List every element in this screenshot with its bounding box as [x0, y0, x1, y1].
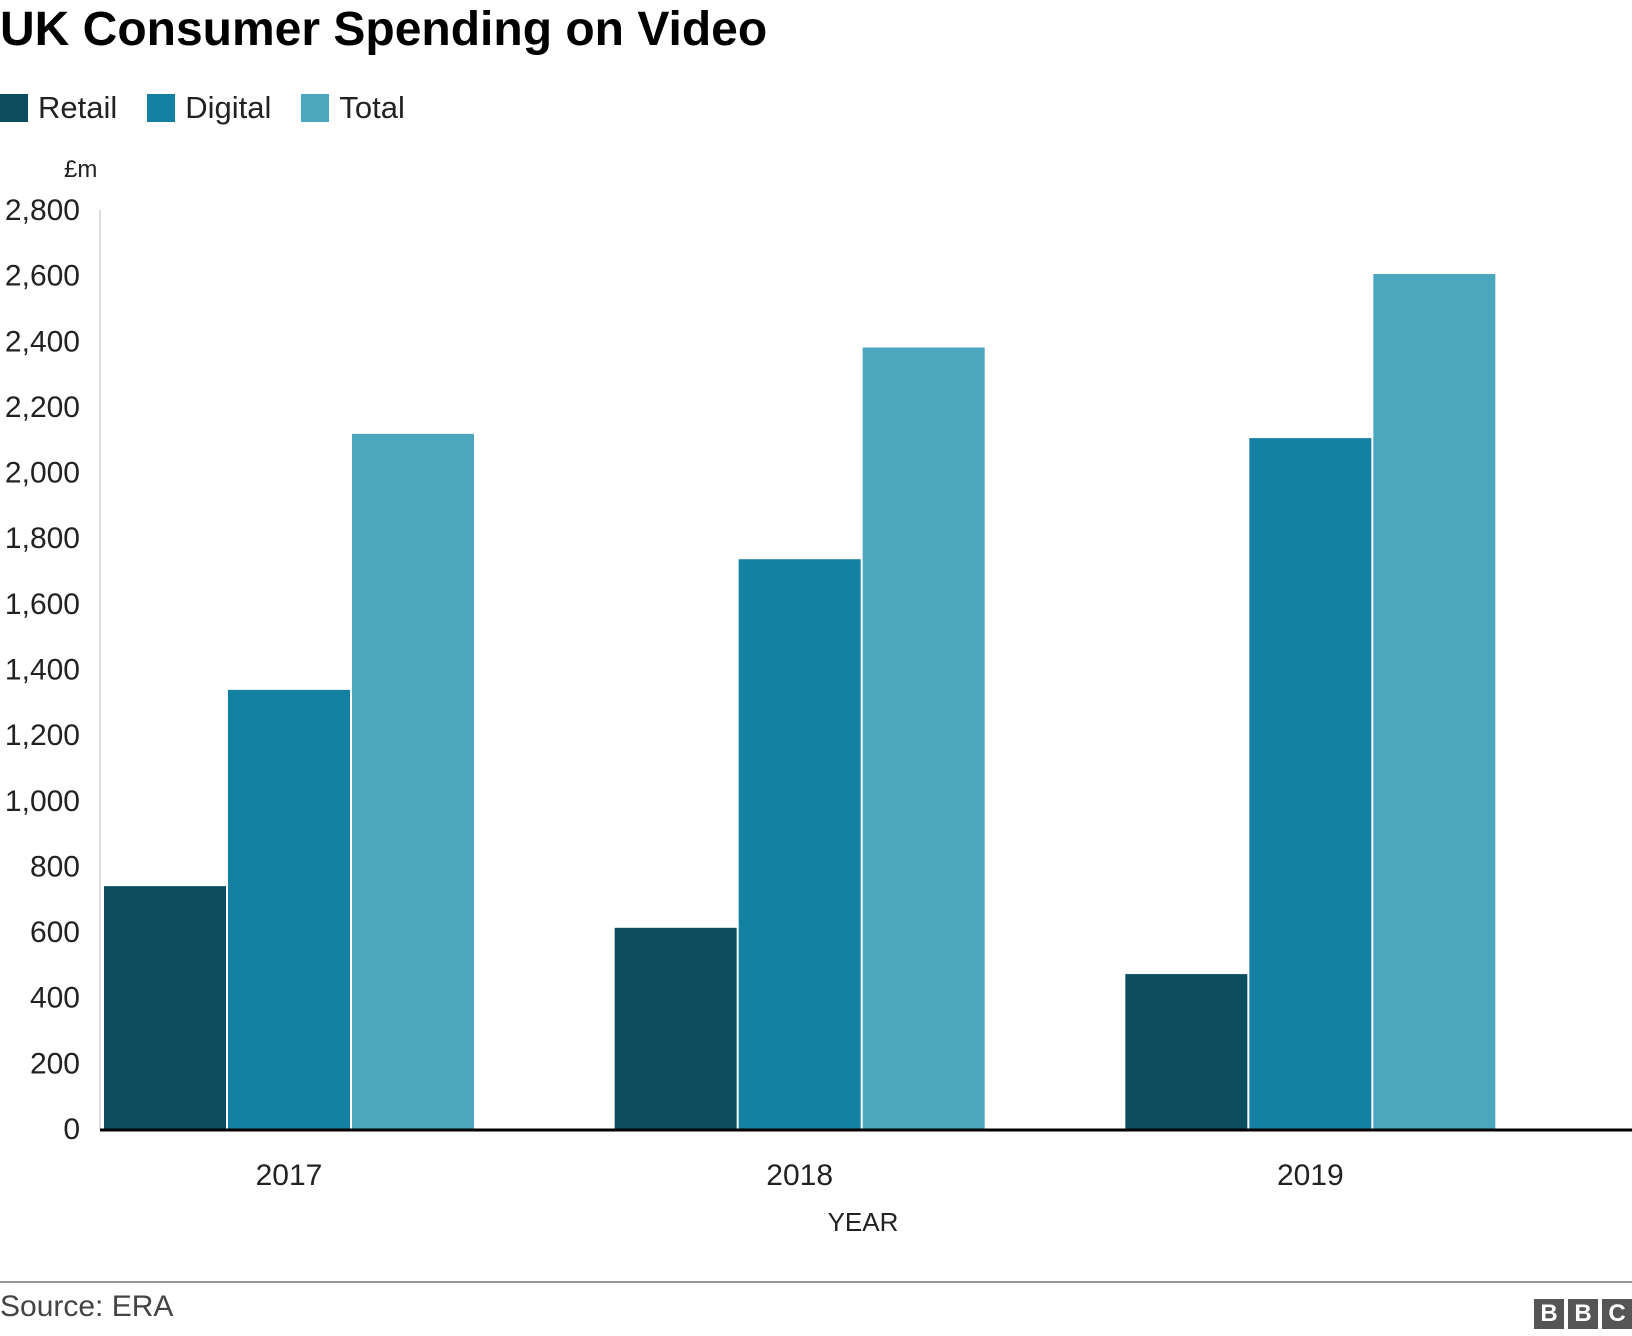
y-tick-label: 0 [63, 1113, 80, 1146]
y-axis-unit-label: £m [64, 156, 97, 183]
legend-swatch-total [301, 94, 330, 122]
legend-item-retail: Retail [0, 90, 117, 126]
legend-label-retail: Retail [38, 90, 118, 125]
y-tick-label: 2,800 [5, 194, 80, 227]
legend-label-total: Total [339, 90, 405, 125]
bar-chart: £m 0 200 400 600 800 1,000 1,200 1,400 1,600 1,80… [5, 156, 1632, 1237]
y-tick-label: 2,200 [5, 391, 80, 424]
y-tick-label: 2,000 [5, 457, 80, 490]
legend-swatch-digital [147, 94, 176, 122]
legend-swatch-retail [0, 94, 28, 122]
bar-retail-2019 [1125, 974, 1248, 1129]
bbc-logo-letter: C [1602, 1299, 1632, 1329]
bar-digital-2019 [1249, 438, 1372, 1130]
y-tick-label: 1,600 [5, 588, 80, 621]
bar-digital-2018 [738, 559, 861, 1129]
chart-title: UK Consumer Spending on Video [0, 3, 768, 56]
x-tick-label: 2017 [256, 1159, 323, 1192]
bar-retail-2018 [614, 927, 737, 1129]
legend-label-digital: Digital [185, 90, 272, 125]
y-tick-label: 200 [30, 1047, 80, 1080]
y-tick-label: 1,000 [5, 785, 80, 818]
bbc-logo-letter: B [1568, 1299, 1598, 1329]
bar-total-2019 [1373, 274, 1496, 1129]
y-tick-label: 600 [30, 916, 80, 949]
y-tick-label: 1,800 [5, 522, 80, 555]
chart-legend: Retail Digital Total [0, 88, 435, 128]
y-tick-label: 1,200 [5, 719, 80, 752]
source-note: Source: ERA [0, 1290, 174, 1323]
y-tick-label: 2,600 [5, 260, 80, 293]
footer-divider [0, 1281, 1632, 1283]
legend-item-total: Total [301, 90, 405, 126]
legend-item-digital: Digital [147, 90, 271, 126]
bar-retail-2017 [104, 886, 226, 1129]
x-axis-label: YEAR [828, 1207, 899, 1237]
x-tick-label: 2018 [766, 1159, 833, 1192]
y-tick-label: 800 [30, 850, 80, 883]
bbc-logo: B B C [1530, 1299, 1632, 1329]
bar-total-2018 [862, 347, 985, 1129]
x-tick-label: 2019 [1277, 1159, 1344, 1192]
y-tick-label: 2,400 [5, 325, 80, 358]
x-axis-ticks: 2017 2018 2019 [256, 1159, 1344, 1192]
bar-group [104, 274, 1496, 1130]
y-tick-label: 1,400 [5, 654, 80, 687]
bar-digital-2017 [228, 689, 350, 1129]
bbc-logo-letter: B [1534, 1299, 1564, 1329]
y-tick-label: 400 [30, 982, 80, 1015]
bar-total-2017 [352, 433, 474, 1129]
y-axis-ticks: 0 200 400 600 800 1,000 1,200 1,400 1,600 1,800 2,… [5, 194, 80, 1146]
